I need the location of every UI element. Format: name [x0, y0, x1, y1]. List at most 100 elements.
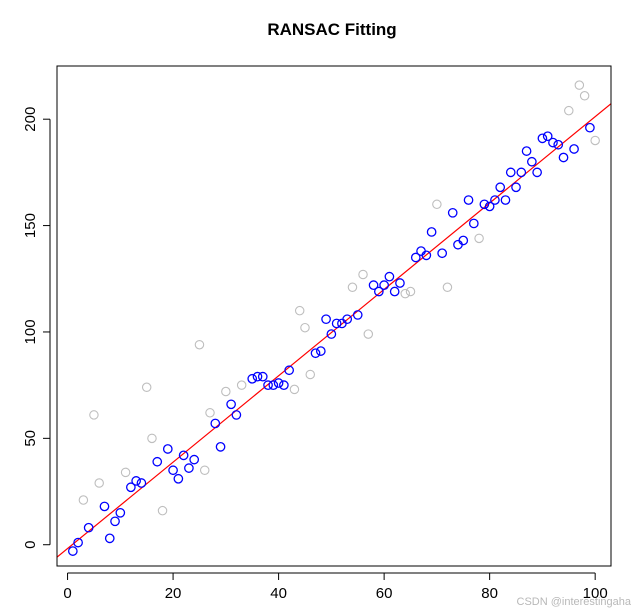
outlier-point	[442, 282, 453, 293]
inlier-point	[210, 418, 221, 429]
x-tick-label: 40	[270, 585, 287, 602]
inlier-point	[247, 373, 258, 384]
inlier-point	[184, 463, 194, 473]
inlier-point	[110, 516, 120, 527]
outlier-point	[347, 282, 358, 293]
y-tick-label: 0	[22, 541, 39, 549]
inlier-point	[268, 380, 279, 390]
outlier-point	[221, 386, 231, 397]
inlier-point	[231, 410, 242, 420]
inlier-point	[310, 348, 321, 359]
inlier-point	[569, 144, 579, 154]
chart-title: RANSAC Fitting	[267, 20, 396, 39]
inlier-point	[416, 246, 426, 256]
inlier-point	[379, 280, 389, 290]
outlier-point	[358, 269, 368, 280]
inlier-point	[252, 371, 263, 382]
x-tick-label: 60	[376, 585, 393, 602]
inlier-point	[131, 476, 141, 486]
inlier-point	[495, 182, 506, 193]
inlier-point	[152, 456, 163, 467]
inlier-point	[527, 156, 537, 167]
inlier-points	[67, 122, 595, 556]
inlier-point	[279, 380, 289, 390]
x-tick-label: 20	[165, 585, 182, 602]
inlier-point	[173, 473, 184, 484]
inlier-point	[178, 450, 189, 461]
inlier-point	[384, 271, 395, 282]
y-axis: 0 50 100 150 200	[22, 107, 51, 549]
inlier-point	[342, 314, 353, 325]
inlier-point	[83, 522, 94, 533]
inlier-point	[263, 380, 273, 390]
inlier-point	[585, 122, 595, 133]
outlier-point	[400, 288, 410, 299]
inlier-point	[321, 314, 331, 325]
inlier-point	[67, 546, 78, 556]
outlier-point	[363, 329, 374, 339]
inlier-point	[521, 146, 532, 156]
inlier-point	[273, 378, 284, 388]
outlier-point	[147, 433, 157, 444]
inlier-point	[331, 318, 342, 329]
inlier-point	[99, 501, 110, 512]
outlier-point	[579, 91, 590, 101]
outlier-point	[94, 478, 104, 488]
inlier-point	[500, 195, 511, 205]
outlier-point	[205, 408, 215, 418]
outlier-point	[120, 467, 131, 478]
inlier-point	[468, 218, 479, 229]
outlier-point	[157, 505, 168, 516]
inlier-point	[104, 533, 115, 544]
outlier-point	[199, 465, 210, 476]
outlier-point	[78, 495, 89, 505]
inlier-point	[395, 278, 405, 288]
inlier-point	[458, 235, 469, 246]
inlier-point	[168, 465, 178, 476]
inlier-point	[284, 365, 295, 376]
x-axis: 0 20 40 60 80 100	[63, 572, 608, 602]
y-tick-label: 200	[22, 107, 39, 132]
inlier-point	[352, 310, 363, 320]
outlier-point	[300, 322, 310, 333]
inlier-point	[542, 131, 553, 142]
inlier-point	[479, 199, 490, 210]
outlier-point	[194, 339, 205, 350]
inlier-point	[532, 167, 542, 178]
inlier-point	[126, 482, 136, 493]
outlier-point	[141, 382, 152, 393]
outlier-point	[405, 286, 416, 297]
inlier-point	[257, 371, 268, 382]
inlier-point	[426, 227, 437, 237]
inlier-point	[553, 139, 564, 150]
inlier-point	[437, 248, 448, 259]
outlier-point	[474, 233, 484, 244]
inlier-point	[453, 239, 463, 250]
inlier-point	[115, 507, 126, 518]
inlier-point	[463, 195, 474, 205]
inlier-point	[215, 442, 226, 452]
inlier-point	[558, 152, 569, 163]
inlier-point	[421, 250, 432, 261]
inlier-point	[368, 280, 379, 290]
inlier-point	[484, 201, 495, 212]
inlier-point	[373, 286, 384, 297]
watermark: CSDN @interestingaha	[516, 596, 632, 608]
y-tick-label: 100	[22, 319, 39, 344]
inlier-point	[189, 454, 200, 465]
outlier-point	[236, 380, 247, 390]
inlier-point	[516, 167, 527, 178]
outlier-point	[294, 305, 305, 316]
outlier-point	[590, 135, 600, 146]
inlier-point	[226, 399, 236, 410]
inlier-point	[447, 207, 458, 218]
inlier-point	[315, 346, 326, 356]
outlier-point	[564, 105, 574, 116]
inlier-point	[162, 444, 173, 454]
inlier-point	[511, 182, 521, 193]
x-tick-label: 100	[583, 585, 608, 602]
inlier-point	[548, 137, 558, 148]
inlier-point	[537, 133, 548, 144]
outlier-points	[78, 80, 600, 516]
